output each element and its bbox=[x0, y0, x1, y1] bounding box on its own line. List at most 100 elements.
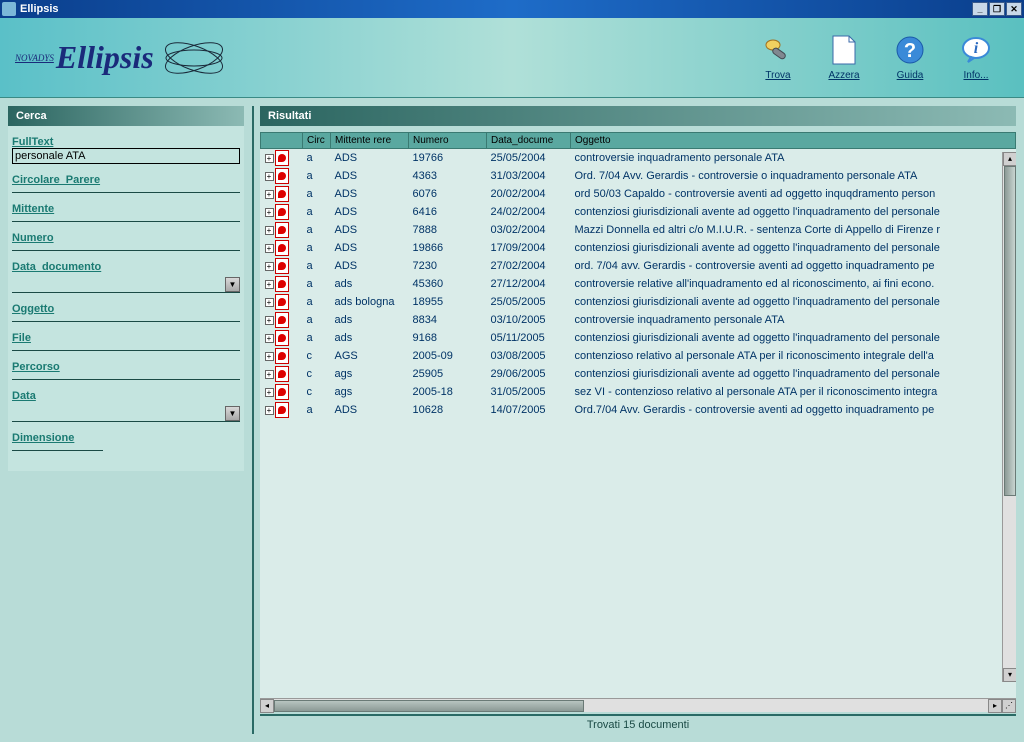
table-row[interactable]: +aads916805/11/2005contenziosi giurisdiz… bbox=[261, 329, 1016, 347]
vscroll-thumb[interactable] bbox=[1004, 166, 1016, 496]
cell-mittente: ADS bbox=[331, 257, 409, 275]
col-oggetto[interactable]: Oggetto bbox=[571, 133, 1016, 149]
table-row[interactable]: +aADS788803/02/2004Mazzi Donnella ed alt… bbox=[261, 221, 1016, 239]
logo-product: Ellipsis bbox=[56, 39, 154, 76]
logo-brand: NOVADYS bbox=[15, 53, 54, 63]
close-button[interactable]: ✕ bbox=[1006, 2, 1022, 16]
table-row[interactable]: +aads bologna1895525/05/2005contenziosi … bbox=[261, 293, 1016, 311]
cell-data: 31/03/2004 bbox=[487, 167, 571, 185]
datadoc-dropdown[interactable]: ▼ bbox=[225, 277, 240, 292]
fulltext-input[interactable] bbox=[12, 148, 240, 164]
expand-icon[interactable]: + bbox=[265, 262, 274, 271]
expand-icon[interactable]: + bbox=[265, 190, 274, 199]
table-row[interactable]: +aADS607620/02/2004ord 50/03 Capaldo - c… bbox=[261, 185, 1016, 203]
grid-header-row: Circ Mittente rere Numero Data_docume Og… bbox=[261, 133, 1016, 149]
table-row[interactable]: +aADS641624/02/2004contenziosi giurisdiz… bbox=[261, 203, 1016, 221]
app-icon bbox=[2, 2, 16, 16]
titlebar: Ellipsis _ ❐ ✕ bbox=[0, 0, 1024, 18]
cell-circ: a bbox=[303, 275, 331, 293]
expand-icon[interactable]: + bbox=[265, 352, 274, 361]
dimensione-label[interactable]: Dimensione bbox=[12, 432, 240, 444]
azzera-button[interactable]: Azzera bbox=[815, 34, 873, 81]
scroll-right-button[interactable]: ▸ bbox=[988, 699, 1002, 713]
cell-oggetto: contenziosi giurisdizionali avente ad og… bbox=[571, 239, 1016, 257]
expand-icon[interactable]: + bbox=[265, 154, 274, 163]
scroll-up-button[interactable]: ▴ bbox=[1003, 152, 1016, 166]
expand-icon[interactable]: + bbox=[265, 406, 274, 415]
pdf-icon bbox=[275, 276, 289, 292]
pdf-icon bbox=[275, 186, 289, 202]
cell-numero: 10628 bbox=[409, 401, 487, 419]
scroll-corner: ⋰ bbox=[1002, 699, 1016, 713]
table-row[interactable]: +aads4536027/12/2004controversie relativ… bbox=[261, 275, 1016, 293]
expand-icon[interactable]: + bbox=[265, 172, 274, 181]
table-row[interactable]: +aADS723027/02/2004ord. 7/04 avv. Gerard… bbox=[261, 257, 1016, 275]
table-row[interactable]: +cAGS2005-0903/08/2005contenzioso relati… bbox=[261, 347, 1016, 365]
cell-data: 17/09/2004 bbox=[487, 239, 571, 257]
trova-button[interactable]: Trova bbox=[749, 34, 807, 81]
minimize-button[interactable]: _ bbox=[972, 2, 988, 16]
col-circ[interactable]: Circ bbox=[303, 133, 331, 149]
pdf-icon bbox=[275, 294, 289, 310]
pdf-icon bbox=[275, 258, 289, 274]
guida-label: Guida bbox=[897, 70, 924, 81]
cell-mittente: ADS bbox=[331, 167, 409, 185]
cell-circ: a bbox=[303, 239, 331, 257]
col-icons[interactable] bbox=[261, 133, 303, 149]
scroll-down-button[interactable]: ▾ bbox=[1003, 668, 1016, 682]
cell-numero: 7230 bbox=[409, 257, 487, 275]
hscroll-thumb[interactable] bbox=[274, 700, 584, 712]
expand-icon[interactable]: + bbox=[265, 298, 274, 307]
results-panel: Risultati Circ Mittente rere Numero Data… bbox=[252, 106, 1016, 734]
data-dropdown[interactable]: ▼ bbox=[225, 406, 240, 421]
table-row[interactable]: +aADS436331/03/2004Ord. 7/04 Avv. Gerard… bbox=[261, 167, 1016, 185]
expand-icon[interactable]: + bbox=[265, 370, 274, 379]
scroll-left-button[interactable]: ◂ bbox=[260, 699, 274, 713]
percorso-label[interactable]: Percorso bbox=[12, 361, 240, 373]
cell-circ: a bbox=[303, 149, 331, 168]
col-data[interactable]: Data_docume bbox=[487, 133, 571, 149]
app-header: NOVADYS Ellipsis Trova Azzera ? Guida i … bbox=[0, 18, 1024, 98]
maximize-button[interactable]: ❐ bbox=[989, 2, 1005, 16]
window-title: Ellipsis bbox=[20, 3, 59, 15]
cell-mittente: ADS bbox=[331, 221, 409, 239]
table-row[interactable]: +aADS1976625/05/2004controversie inquadr… bbox=[261, 149, 1016, 168]
cell-mittente: ADS bbox=[331, 401, 409, 419]
status-bar: Trovati 15 documenti bbox=[260, 714, 1016, 734]
expand-icon[interactable]: + bbox=[265, 226, 274, 235]
page-icon bbox=[828, 34, 860, 66]
expand-icon[interactable]: + bbox=[265, 316, 274, 325]
table-row[interactable]: +cags2590529/06/2005contenziosi giurisdi… bbox=[261, 365, 1016, 383]
table-row[interactable]: +aADS1062814/07/2005Ord.7/04 Avv. Gerard… bbox=[261, 401, 1016, 419]
cell-numero: 6076 bbox=[409, 185, 487, 203]
expand-icon[interactable]: + bbox=[265, 388, 274, 397]
table-row[interactable]: +aads883403/10/2005controversie inquadra… bbox=[261, 311, 1016, 329]
file-label[interactable]: File bbox=[12, 332, 240, 344]
cell-mittente: ADS bbox=[331, 185, 409, 203]
expand-icon[interactable]: + bbox=[265, 208, 274, 217]
horizontal-scrollbar[interactable]: ◂ ▸ ⋰ bbox=[260, 698, 1016, 712]
cell-data: 25/05/2004 bbox=[487, 149, 571, 168]
datadoc-label[interactable]: Data_documento bbox=[12, 261, 240, 273]
vertical-scrollbar[interactable]: ▴ ▾ bbox=[1002, 152, 1016, 682]
info-button[interactable]: i Info... bbox=[947, 34, 1005, 81]
expand-icon[interactable]: + bbox=[265, 244, 274, 253]
oggetto-label[interactable]: Oggetto bbox=[12, 303, 240, 315]
data-label[interactable]: Data bbox=[12, 390, 240, 402]
col-numero[interactable]: Numero bbox=[409, 133, 487, 149]
mittente-label[interactable]: Mittente bbox=[12, 203, 240, 215]
trova-label: Trova bbox=[765, 70, 790, 81]
circolare-label[interactable]: Circolare_Parere bbox=[12, 174, 240, 186]
pdf-icon bbox=[275, 150, 289, 166]
table-row[interactable]: +aADS1986617/09/2004contenziosi giurisdi… bbox=[261, 239, 1016, 257]
guida-button[interactable]: ? Guida bbox=[881, 34, 939, 81]
cell-mittente: AGS bbox=[331, 347, 409, 365]
fulltext-label[interactable]: FullText bbox=[12, 136, 240, 148]
cell-oggetto: sez VI - contenzioso relativo al persona… bbox=[571, 383, 1016, 401]
table-row[interactable]: +cags2005-1831/05/2005sez VI - contenzio… bbox=[261, 383, 1016, 401]
cell-oggetto: controversie inquadramento personale ATA bbox=[571, 311, 1016, 329]
expand-icon[interactable]: + bbox=[265, 280, 274, 289]
numero-label[interactable]: Numero bbox=[12, 232, 240, 244]
expand-icon[interactable]: + bbox=[265, 334, 274, 343]
col-mittente[interactable]: Mittente rere bbox=[331, 133, 409, 149]
